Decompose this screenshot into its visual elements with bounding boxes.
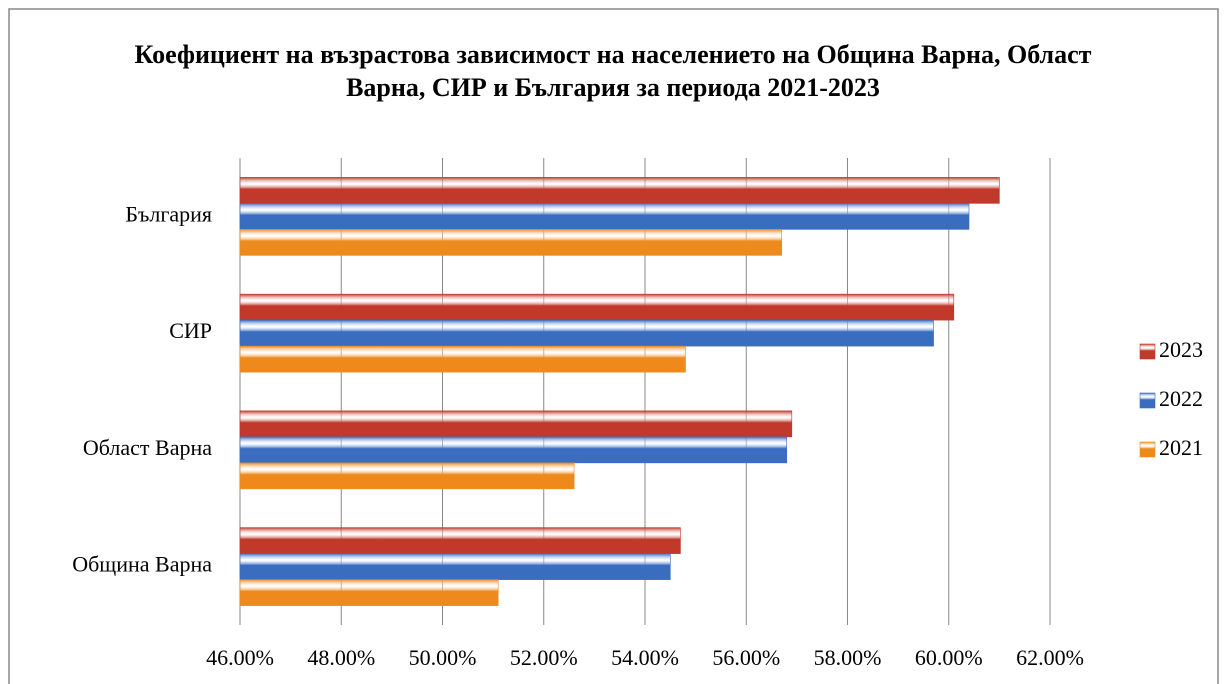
- legend-label: 2022: [1159, 386, 1203, 411]
- y-tick-label: Област Варна: [83, 435, 212, 460]
- bar: [239, 553, 671, 580]
- x-tick-label: 62.00%: [1016, 645, 1084, 670]
- legend-swatch: [1139, 392, 1156, 409]
- legend-label: 2023: [1159, 337, 1203, 362]
- y-tick-label: СИР: [169, 318, 212, 343]
- x-tick-label: 54.00%: [611, 645, 679, 670]
- bar: [239, 319, 934, 347]
- bar: [239, 345, 686, 373]
- bar: [239, 462, 575, 490]
- x-tick-label: 46.00%: [206, 645, 274, 670]
- y-tick-label: Община Варна: [72, 552, 212, 577]
- x-tick-label: 56.00%: [712, 645, 780, 670]
- legend-swatch: [1139, 441, 1156, 458]
- chart-border: [8, 8, 1219, 684]
- bar: [239, 410, 793, 438]
- bar: [239, 527, 681, 554]
- legend-swatch: [1139, 343, 1156, 360]
- chart-title: Коефициент на възрастова зависимост на н…: [134, 40, 1092, 102]
- bar: [239, 203, 970, 230]
- x-tick-label: 52.00%: [510, 645, 578, 670]
- bar: [239, 229, 782, 256]
- bar: [239, 436, 788, 464]
- bar: [239, 177, 1000, 204]
- x-tick-label: 58.00%: [814, 645, 882, 670]
- x-tick-label: 60.00%: [915, 645, 983, 670]
- bar: [239, 579, 499, 606]
- y-tick-label: България: [125, 201, 212, 226]
- x-tick-label: 50.00%: [409, 645, 477, 670]
- legend-label: 2021: [1159, 435, 1203, 460]
- bar: [239, 293, 955, 321]
- x-tick-label: 48.00%: [307, 645, 375, 670]
